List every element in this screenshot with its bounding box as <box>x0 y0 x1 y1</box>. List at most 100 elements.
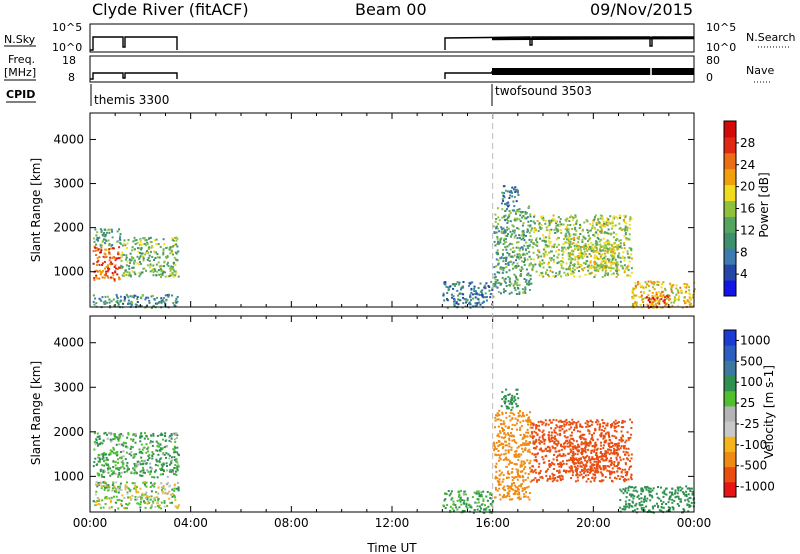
scatter-cell <box>96 432 99 435</box>
scatter-cell <box>592 251 595 254</box>
scatter-cell <box>679 489 682 492</box>
scatter-cell <box>627 447 630 450</box>
scatter-cell <box>150 490 153 493</box>
scatter-cell <box>476 498 479 501</box>
scatter-cell <box>156 270 159 273</box>
scatter-cell <box>626 227 629 230</box>
scatter-cell <box>539 265 542 268</box>
scatter-cell <box>575 229 578 232</box>
scatter-cell <box>140 459 143 462</box>
scatter-cell <box>540 449 543 452</box>
scatter-cell <box>690 501 693 504</box>
scatter-cell <box>574 233 577 236</box>
scatter-cell <box>649 490 652 493</box>
scatter-cell <box>529 459 532 462</box>
scatter-cell <box>528 231 531 234</box>
scatter-cell <box>139 436 142 439</box>
scatter-cell <box>587 265 590 268</box>
scatter-cell <box>610 227 613 230</box>
scatter-cell <box>605 272 608 275</box>
scatter-cell <box>528 279 531 282</box>
scatter-cell <box>95 274 98 277</box>
scatter-cell <box>116 230 119 233</box>
scatter-cell <box>154 239 156 242</box>
scatter-cell <box>630 249 633 252</box>
scatter-cell <box>660 506 663 509</box>
scatter-cell <box>515 450 518 453</box>
scatter-cell <box>504 189 507 192</box>
scatter-cell <box>623 271 626 274</box>
scatter-cell <box>560 445 563 448</box>
scatter-cell <box>570 437 573 440</box>
scatter-cell <box>615 456 618 459</box>
scatter-cell <box>518 237 521 239</box>
scatter-cell <box>587 468 590 471</box>
scatter-cell <box>132 296 135 299</box>
scatter-cell <box>526 419 529 422</box>
scatter-cell <box>636 507 639 510</box>
scatter-cell <box>105 248 108 251</box>
scatter-cell <box>117 251 120 254</box>
scatter-cell <box>173 256 176 259</box>
scatter-cell <box>617 263 620 266</box>
scatter-cell <box>162 248 165 251</box>
scatter-cell <box>160 273 163 276</box>
scatter-cell <box>614 449 617 452</box>
scatter-cell <box>138 261 141 263</box>
scatter-cell <box>149 263 152 266</box>
scatter-cell <box>138 263 141 266</box>
scatter-cell <box>569 267 571 270</box>
scatter-cell <box>515 486 518 489</box>
scatter-cell <box>627 238 630 241</box>
scatter-cell <box>155 238 158 241</box>
scatter-cell <box>689 490 692 492</box>
scatter-cell <box>550 464 553 467</box>
scatter-cell <box>616 217 619 220</box>
scatter-cell <box>524 280 527 283</box>
scatter-cell <box>141 252 144 255</box>
scatter-cell <box>556 256 559 259</box>
scatter-cell <box>452 283 455 285</box>
scatter-cell <box>157 269 160 272</box>
scatter-cell <box>510 498 512 501</box>
scatter-cell <box>574 452 577 455</box>
scatter-cell <box>452 295 455 298</box>
scatter-cell <box>119 235 122 238</box>
scatter-cell <box>565 439 568 442</box>
scatter-cell <box>608 243 611 246</box>
scatter-cell <box>604 432 607 435</box>
scatter-cell <box>469 506 472 508</box>
scatter-cell <box>119 241 122 244</box>
scatter-cell <box>501 271 504 274</box>
scatter-cell <box>594 429 597 432</box>
scatter-cell <box>172 273 175 276</box>
scatter-cell <box>582 442 585 445</box>
scatter-cell <box>567 228 570 231</box>
scatter-cell <box>520 275 522 277</box>
scatter-cell <box>597 264 600 267</box>
scatter-cell <box>659 292 662 295</box>
scatter-cell <box>545 474 548 477</box>
scatter-cell <box>136 301 139 303</box>
scatter-cell <box>638 282 641 285</box>
scatter-cell <box>521 232 524 235</box>
scatter-cell <box>553 463 556 466</box>
scatter-cell <box>166 465 168 467</box>
scatter-cell <box>691 305 694 307</box>
scatter-cell <box>115 467 118 470</box>
scatter-cell <box>508 278 511 281</box>
scatter-cell <box>156 464 159 467</box>
scatter-cell <box>159 458 162 461</box>
scatter-cell <box>577 460 580 463</box>
scatter-cell <box>613 252 616 255</box>
scatter-cell <box>504 440 507 443</box>
scatter-cell <box>537 472 540 475</box>
scatter-cell <box>175 474 178 476</box>
scatter-cell <box>536 220 539 222</box>
scatter-cell <box>498 454 501 457</box>
scatter-cell <box>550 257 553 260</box>
scatter-cell <box>587 425 590 428</box>
scatter-cell <box>516 446 519 449</box>
scatter-cell <box>161 433 164 436</box>
scatter-cell <box>475 502 478 504</box>
